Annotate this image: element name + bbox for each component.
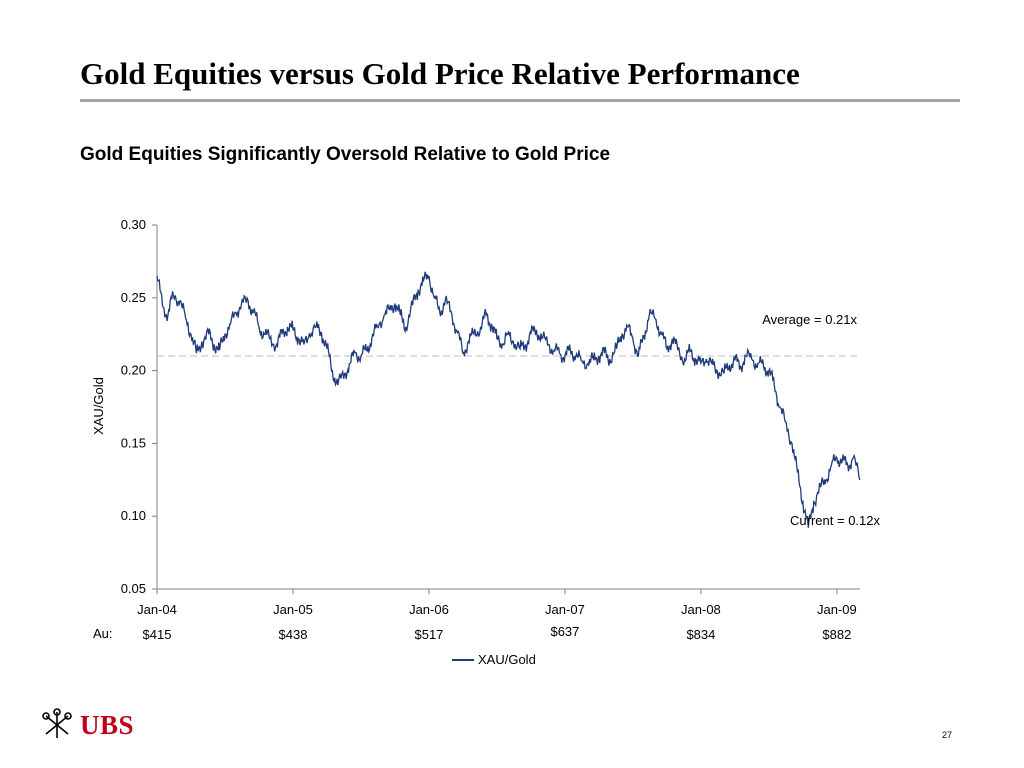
chart-title: Gold Equities Significantly Oversold Rel… (80, 144, 611, 165)
title-divider (80, 99, 960, 102)
y-tick-label: 0.20 (121, 363, 146, 378)
gold-price-value: $637 (550, 624, 580, 639)
slide-title: Gold Equities versus Gold Price Relative… (80, 56, 800, 91)
y-tick-label: 0.15 (121, 435, 146, 450)
gold-price-value: $882 (822, 627, 852, 642)
y-axis-ticks: 0.30 0.25 0.20 0.15 0.10 0.05 (121, 217, 157, 596)
keys-icon (42, 708, 72, 738)
x-tick-label: Jan-07 (545, 602, 585, 617)
gold-price-value: $438 (278, 627, 308, 642)
chart-axes (156, 225, 860, 590)
y-tick-label: 0.25 (121, 290, 146, 305)
y-axis-label: XAU/Gold (91, 377, 106, 435)
current-label: Current = 0.12x (790, 513, 880, 528)
chart-legend: XAU/Gold (452, 652, 536, 667)
x-tick-label: Jan-04 (137, 602, 177, 617)
x-axis-ticks: Jan-04 Jan-05 Jan-06 Jan-07 Jan-08 Jan-09 (137, 589, 857, 617)
y-tick-label: 0.30 (121, 217, 146, 232)
page-number: 27 (942, 730, 953, 740)
x-tick-label: Jan-06 (409, 602, 449, 617)
x-tick-label: Jan-08 (681, 602, 721, 617)
chart: 0.300.250.200.150.100.05 Jan-04 Jan-05 Jan… (91, 217, 880, 617)
gold-price-value: $517 (414, 627, 444, 642)
ubs-logo: UBS (40, 708, 134, 742)
series-line-xau-gold (156, 271, 861, 528)
logo-text: UBS (80, 709, 135, 740)
y-tick-label: 0.10 (121, 508, 146, 523)
legend-entry: XAU/Gold (478, 652, 536, 667)
gold-price-value: $415 (142, 627, 172, 642)
gold-price-value: $834 (686, 627, 716, 642)
x-tick-label: Jan-09 (817, 602, 857, 617)
gold-price-label: Au: (93, 626, 113, 641)
average-label: Average = 0.21x (762, 312, 857, 327)
x-tick-label: Jan-05 (273, 602, 313, 617)
legend-swatch (452, 658, 474, 661)
y-tick-label: 0.05 (121, 581, 146, 596)
